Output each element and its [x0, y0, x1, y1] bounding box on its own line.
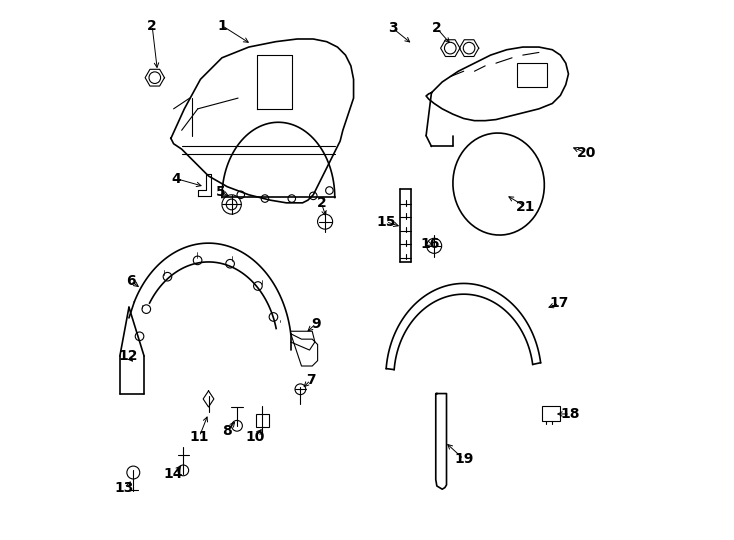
Text: 19: 19 — [454, 452, 473, 466]
Text: 21: 21 — [516, 200, 535, 214]
Text: 9: 9 — [311, 317, 321, 330]
Text: 20: 20 — [576, 146, 596, 160]
Bar — [542, 407, 560, 422]
Bar — [255, 414, 269, 427]
Text: 5: 5 — [216, 185, 226, 199]
Text: 6: 6 — [126, 274, 136, 288]
Text: 10: 10 — [246, 429, 265, 443]
Text: 2: 2 — [316, 196, 326, 210]
Text: 2: 2 — [148, 18, 157, 32]
Text: 8: 8 — [222, 424, 232, 438]
Text: 2: 2 — [432, 21, 442, 35]
Text: 3: 3 — [388, 21, 398, 35]
Text: 16: 16 — [421, 237, 440, 251]
Text: 15: 15 — [376, 215, 396, 228]
Text: 11: 11 — [189, 429, 209, 443]
Text: 13: 13 — [115, 481, 134, 495]
Text: 4: 4 — [172, 172, 181, 186]
Text: 7: 7 — [306, 373, 316, 387]
Text: 1: 1 — [217, 18, 227, 32]
Bar — [517, 63, 547, 87]
Text: 18: 18 — [560, 407, 580, 421]
Text: 12: 12 — [118, 349, 138, 363]
Text: 14: 14 — [164, 467, 184, 481]
Text: 17: 17 — [550, 296, 569, 310]
